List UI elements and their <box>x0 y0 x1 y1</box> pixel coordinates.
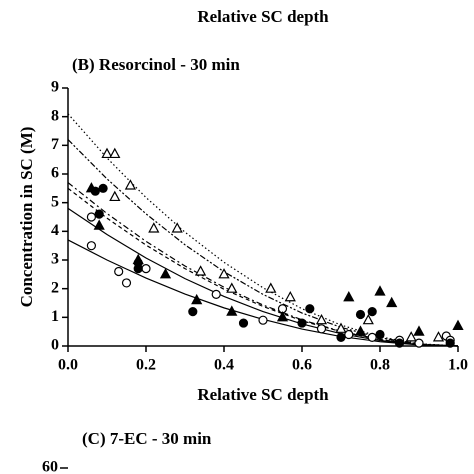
point <box>194 265 207 276</box>
point <box>86 212 97 222</box>
next-panel-title: (C) 7-EC - 30 min <box>82 429 212 448</box>
point <box>284 291 296 302</box>
point <box>191 293 203 305</box>
y-axis-label: Concentration in SC (M) <box>17 127 36 308</box>
point <box>94 209 104 219</box>
point <box>124 179 137 190</box>
point <box>85 182 98 193</box>
y-tick-label: 0 <box>51 337 59 354</box>
point <box>148 222 160 233</box>
fit-curve <box>67 207 459 347</box>
y-tick-label: 1 <box>51 308 59 325</box>
point <box>375 329 385 340</box>
point <box>374 285 386 296</box>
point <box>109 147 121 159</box>
point <box>335 322 347 333</box>
fit-curve <box>67 187 459 347</box>
point <box>226 305 238 316</box>
fit-curve <box>67 182 459 347</box>
point <box>336 332 346 342</box>
point <box>367 307 377 317</box>
previous-x-label: Relative SC depth <box>197 7 329 26</box>
point <box>86 241 97 251</box>
point <box>413 325 425 336</box>
point <box>445 338 455 348</box>
point <box>109 190 121 202</box>
point <box>98 183 108 193</box>
point <box>276 311 289 322</box>
point <box>362 313 374 325</box>
fit-curve <box>67 239 459 347</box>
point <box>367 332 377 342</box>
y-tick-label: 9 <box>51 79 59 96</box>
x-tick-label: 1.0 <box>448 357 468 374</box>
y-tick-label: 8 <box>51 107 59 124</box>
point <box>211 289 221 299</box>
y-tick-label: 5 <box>51 193 59 210</box>
point <box>316 324 327 334</box>
point <box>343 291 355 302</box>
x-tick-label: 0.8 <box>370 357 390 374</box>
y-tick-label: 3 <box>51 251 59 268</box>
x-axis-label: Relative SC depth <box>197 385 329 404</box>
x-tick-label: 0.4 <box>214 357 234 374</box>
point <box>265 282 277 293</box>
point <box>114 266 124 277</box>
x-tick-label: 0.6 <box>292 357 312 374</box>
point <box>159 268 172 279</box>
point <box>432 331 445 342</box>
y-tick-label: 2 <box>51 279 59 296</box>
point <box>354 325 367 336</box>
point <box>132 253 144 265</box>
point <box>405 331 417 342</box>
point <box>305 304 315 314</box>
point <box>171 222 183 233</box>
point <box>218 268 230 279</box>
fit-curve <box>67 139 459 347</box>
point <box>121 278 132 288</box>
point <box>101 147 113 159</box>
point <box>141 264 151 274</box>
x-tick-label: 0.2 <box>136 357 156 374</box>
point <box>315 313 328 325</box>
point <box>297 318 307 328</box>
point <box>414 338 424 348</box>
point <box>452 319 464 331</box>
x-tick-label: 0.0 <box>58 357 78 374</box>
point <box>394 338 405 348</box>
point <box>386 296 398 308</box>
next-panel-tick: 60 <box>42 459 58 474</box>
point <box>258 315 268 325</box>
point <box>93 219 105 230</box>
point <box>226 282 238 293</box>
point <box>188 307 198 317</box>
y-tick-label: 6 <box>51 165 59 182</box>
point <box>133 264 143 274</box>
y-tick-label: 4 <box>51 222 59 239</box>
y-tick-label: 7 <box>51 136 59 153</box>
point <box>344 329 354 340</box>
point <box>238 318 249 328</box>
chart-title: (B) Resorcinol - 30 min <box>72 55 240 74</box>
point <box>355 309 366 320</box>
